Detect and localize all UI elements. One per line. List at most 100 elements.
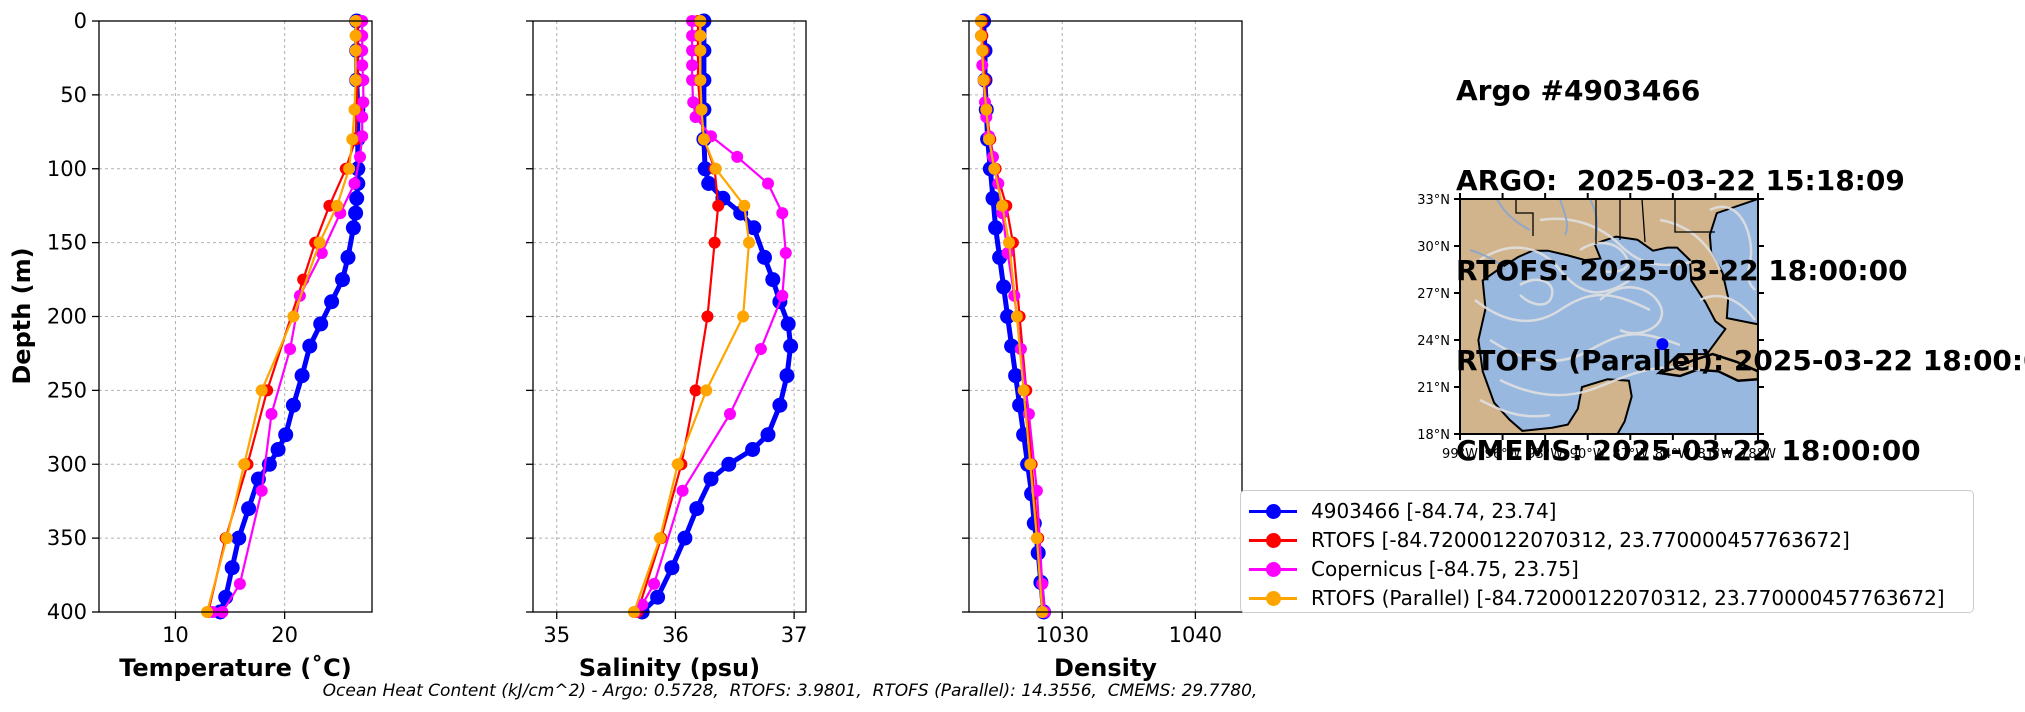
map-streamlines — [1474, 205, 1756, 418]
y-tick-label: 0 — [74, 9, 87, 33]
data-point — [356, 111, 369, 123]
data-point — [648, 577, 661, 590]
data-point — [313, 316, 329, 332]
data-point — [302, 338, 318, 354]
data-point — [1000, 309, 1016, 324]
x-tick-label: 20 — [271, 623, 298, 647]
map-lat-label: 33°N — [1417, 193, 1450, 208]
data-point — [1017, 384, 1030, 397]
data-point — [772, 397, 788, 413]
data-point — [686, 59, 699, 72]
data-point — [357, 96, 370, 109]
legend-swatch-marker — [1266, 591, 1281, 606]
data-point — [686, 44, 699, 57]
data-point — [650, 589, 666, 605]
data-point — [703, 471, 719, 487]
legend-swatch-marker — [1266, 533, 1281, 548]
data-point — [738, 199, 751, 212]
data-point — [1024, 458, 1037, 471]
data-point — [255, 484, 268, 497]
data-point — [709, 162, 722, 175]
data-point — [349, 74, 362, 87]
data-point — [697, 161, 713, 177]
float-location-marker — [1656, 338, 1669, 351]
map-lon-label: 84°W — [1655, 447, 1691, 462]
data-point — [354, 150, 366, 163]
data-point — [1008, 368, 1024, 384]
data-point — [349, 29, 362, 42]
y-tick-label: 300 — [47, 452, 87, 476]
x-axis-label: Temperature (˚C) — [119, 654, 352, 682]
y-tick-label: 350 — [47, 526, 87, 550]
legend-label: Copernicus [-84.75, 23.75] — [1311, 557, 1579, 581]
map-lat-label: 24°N — [1417, 334, 1450, 349]
data-point — [664, 560, 680, 576]
data-point — [686, 29, 699, 42]
legend-item-rtofs-parallel: RTOFS (Parallel) [-84.72000122070312, 23… — [1241, 584, 1973, 612]
data-point — [743, 236, 755, 249]
streamline — [1519, 278, 1554, 306]
grid — [533, 20, 806, 613]
data-point — [356, 130, 369, 143]
legend-item-rtofs: RTOFS [-84.72000122070312, 23.7700004577… — [1241, 526, 1973, 554]
data-point — [985, 190, 1001, 206]
data-point — [284, 343, 297, 355]
data-point — [762, 177, 774, 190]
legend-label: 4903466 [-84.74, 23.74] — [1311, 499, 1557, 523]
streamline — [1699, 294, 1756, 321]
data-point — [348, 103, 361, 116]
data-point — [220, 532, 233, 545]
map-lon-label: 90°W — [1570, 447, 1606, 462]
data-point — [278, 427, 294, 443]
data-point — [760, 427, 776, 443]
state-border — [1674, 199, 1715, 233]
y-tick-label: 200 — [47, 305, 87, 329]
map-lon-label: 78°W — [1740, 447, 1776, 462]
data-point — [697, 133, 710, 146]
y-tick-label: 400 — [47, 600, 87, 624]
x-tick-label: 36 — [662, 623, 689, 647]
map-state-borders — [1515, 199, 1715, 244]
data-point — [712, 199, 725, 212]
data-point — [746, 220, 762, 236]
data-point — [686, 74, 699, 87]
data-point — [231, 530, 247, 546]
data-point — [779, 368, 795, 384]
data-point — [654, 532, 666, 545]
legend-swatch-marker — [1266, 562, 1281, 577]
data-point — [346, 133, 359, 146]
info-block: Argo #4903466 ARGO: 2025-03-22 15:18:09 … — [1456, 16, 2025, 496]
info-argo-time: ARGO: 2025-03-22 15:18:09 — [1456, 164, 1905, 197]
river — [1496, 199, 1531, 231]
map-frame — [1459, 198, 1759, 435]
data-point — [265, 408, 278, 420]
streamline — [1489, 333, 1681, 363]
data-point — [701, 176, 717, 191]
data-point — [975, 29, 987, 42]
data-point — [241, 501, 257, 517]
map-lat-label: 30°N — [1417, 240, 1450, 255]
river — [1469, 249, 1506, 271]
data-point — [754, 343, 767, 355]
map-lon-label: 93°W — [1527, 447, 1563, 462]
info-title: Argo #4903466 — [1456, 74, 1701, 107]
map-lon-label: 87°W — [1612, 447, 1648, 462]
plot-frame — [532, 20, 807, 613]
grid — [969, 20, 1242, 613]
state-border — [1515, 199, 1534, 236]
x-tick-label: 35 — [543, 623, 570, 647]
data-point — [689, 501, 705, 517]
data-point — [335, 272, 350, 288]
data-point — [636, 598, 649, 611]
data-point — [689, 384, 702, 397]
x-tick-label: 1040 — [1169, 623, 1222, 647]
data-point — [676, 484, 689, 497]
streamline — [1579, 241, 1629, 274]
data-point — [294, 368, 310, 384]
data-point — [779, 247, 792, 259]
data-point — [287, 310, 300, 323]
data-point — [255, 384, 268, 397]
map-lat-label: 18°N — [1417, 428, 1450, 443]
grid — [99, 20, 372, 613]
